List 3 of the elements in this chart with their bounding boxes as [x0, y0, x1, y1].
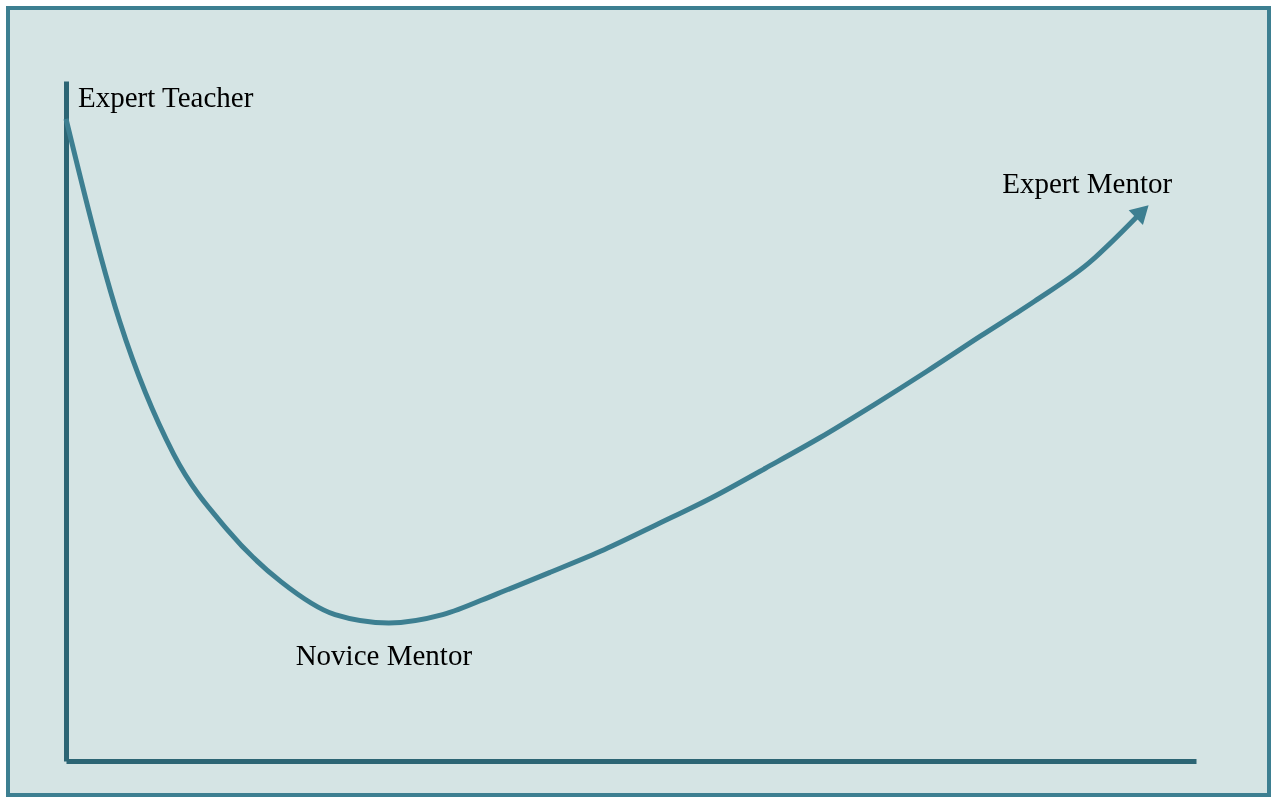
annotation: Expert Mentor: [1002, 167, 1173, 200]
text: Expert Teacher: [78, 80, 254, 113]
annotation: Novice Mentor: [295, 638, 473, 671]
